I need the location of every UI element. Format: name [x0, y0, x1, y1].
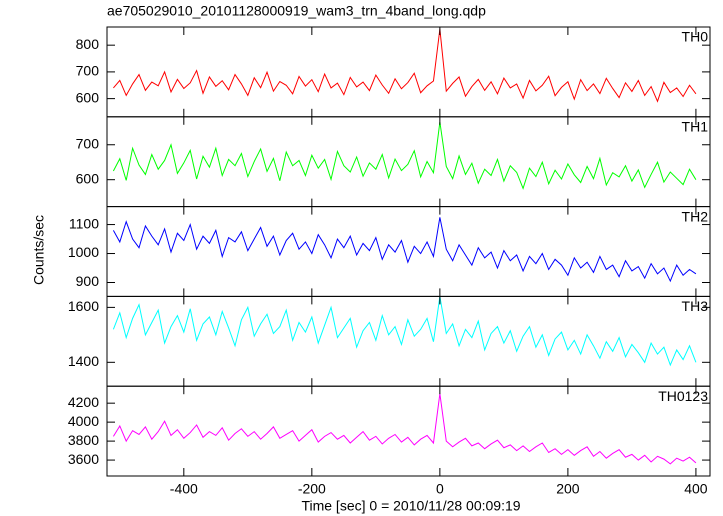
series-line: [112, 296, 697, 367]
x-tick-label: -200: [298, 481, 326, 497]
series-line: [112, 393, 697, 465]
y-tick-label: 3800: [68, 432, 99, 448]
y-tick-label: 600: [76, 170, 100, 186]
y-tick-label: 800: [76, 36, 100, 52]
series-line: [112, 217, 697, 283]
y-tick-label: 1600: [68, 298, 99, 314]
y-tick-label: 4200: [68, 394, 99, 410]
x-tick-label: -400: [170, 481, 198, 497]
x-axis-label: Time [sec] 0 = 2010/11/28 00:09:19: [301, 498, 520, 514]
x-tick-label: 400: [684, 481, 708, 497]
panel-label: TH3: [682, 298, 709, 314]
y-tick-label: 600: [76, 89, 100, 105]
series-line: [112, 121, 697, 190]
panel-frame: [106, 295, 711, 387]
y-tick-label: 3600: [68, 451, 99, 467]
y-tick-label: 1000: [68, 244, 99, 260]
panel-frame: [106, 206, 711, 297]
y-tick-label: 4000: [68, 413, 99, 429]
y-axis-label: Counts/sec: [31, 215, 47, 285]
x-tick-label: 0: [436, 481, 444, 497]
panel-frame: [106, 116, 711, 208]
x-tick-label: 200: [556, 481, 580, 497]
panel-frame: [106, 385, 711, 477]
y-tick-label: 900: [76, 273, 100, 289]
panel-label: TH2: [682, 208, 709, 224]
panel-label: TH0: [682, 29, 709, 45]
chart-title: ae705029010_20101128000919_wam3_trn_4ban…: [107, 3, 486, 19]
y-tick-label: 700: [76, 63, 100, 79]
panel-label: TH0123: [658, 388, 708, 404]
series-line: [113, 29, 697, 103]
y-tick-label: 1400: [68, 353, 99, 369]
panel-label: TH1: [682, 119, 709, 135]
y-tick-label: 700: [76, 135, 100, 151]
y-tick-label: 1100: [69, 215, 99, 231]
